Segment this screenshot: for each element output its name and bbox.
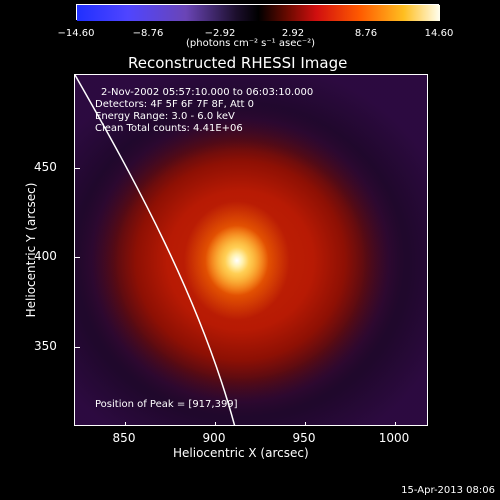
- energy-range-info: Energy Range: 3.0 - 6.0 keV: [95, 111, 235, 122]
- y-axis-tick-label: 400: [34, 249, 57, 263]
- colorbar-tick-label: −2.92: [204, 28, 236, 39]
- x-axis-tick-label: 1000: [378, 431, 410, 445]
- image-title: Reconstructed RHESSI Image: [128, 54, 348, 72]
- y-axis-tick-label: 350: [34, 339, 57, 353]
- x-axis-tick-label: 900: [202, 431, 226, 445]
- limb-curve-icon: [75, 75, 236, 425]
- solar-image-plot: 2-Nov-2002 05:57:10.000 to 06:03:10.000 …: [74, 74, 428, 426]
- peak-position-info: Position of Peak = [917,399]: [95, 399, 238, 410]
- x-axis-label: Heliocentric X (arcsec): [173, 446, 309, 460]
- colorbar-gradient-icon: [77, 5, 440, 21]
- y-axis-label: Heliocentric Y (arcsec): [24, 182, 38, 318]
- y-tick-mark: [75, 257, 80, 258]
- x-tick-mark: [125, 422, 126, 425]
- colorbar-tick-label: −8.76: [132, 28, 164, 39]
- colorbar-tick-label: 14.60: [424, 28, 454, 39]
- clean-total-counts-info: Clean Total counts: 4.41E+06: [95, 123, 243, 134]
- x-tick-mark: [305, 422, 306, 425]
- detectors-info: Detectors: 4F 5F 6F 7F 8F, Att 0: [95, 99, 255, 110]
- y-tick-mark: [75, 168, 80, 169]
- observation-time: 2-Nov-2002 05:57:10.000 to 06:03:10.000: [101, 87, 314, 98]
- x-tick-mark: [215, 422, 216, 425]
- y-axis-tick-label: 450: [34, 160, 57, 174]
- x-tick-mark: [395, 422, 396, 425]
- x-axis-tick-label: 950: [292, 431, 316, 445]
- x-axis-tick-label: 850: [112, 431, 136, 445]
- y-tick-mark: [75, 347, 80, 348]
- colorbar-tick-label: 8.76: [354, 28, 378, 39]
- colorbar: [76, 4, 440, 21]
- timestamp: 15-Apr-2013 08:06: [401, 485, 495, 496]
- colorbar-tick-label: −14.60: [57, 28, 95, 39]
- colorbar-unit-label: (photons cm⁻² s⁻¹ asec⁻²): [186, 38, 316, 49]
- colorbar-tick-label: 2.92: [281, 28, 305, 39]
- heatmap-vignette: [75, 75, 427, 425]
